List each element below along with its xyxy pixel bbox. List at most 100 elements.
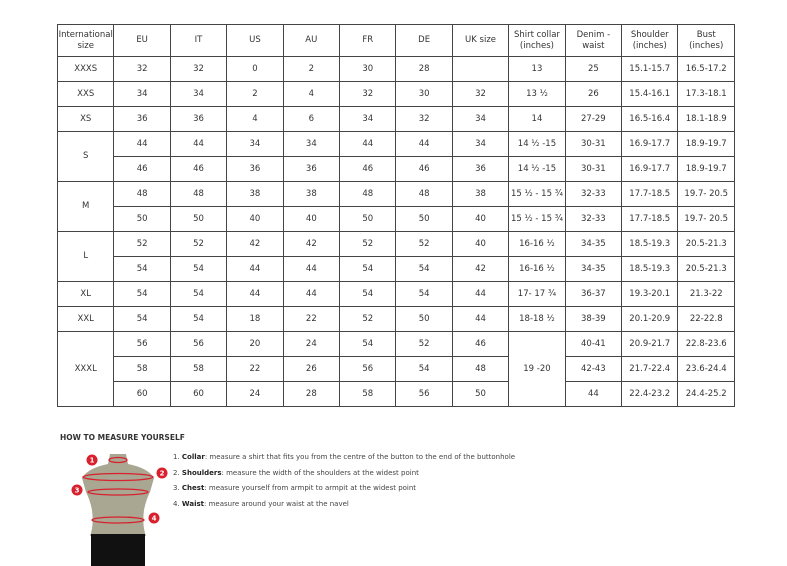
table-cell: 52 xyxy=(339,306,397,332)
table-cell: 42 xyxy=(451,256,510,282)
column-header: Shoulder (inches) xyxy=(621,24,679,57)
table-cell: 54 xyxy=(169,281,228,307)
table-cell xyxy=(451,56,510,82)
table-cell: 4 xyxy=(282,81,341,107)
table-cell: 38 xyxy=(451,181,510,207)
table-cell: 22.8-23.6 xyxy=(677,331,735,357)
table-row: 58 58 22 26 56 54 48 42-43 21.7-22.4 23.6-24.4 xyxy=(58,356,735,382)
table-cell: 54 xyxy=(339,256,397,282)
international-size-cell: XS xyxy=(56,106,115,132)
table-cell: 50 xyxy=(395,306,453,332)
table-cell: 36 xyxy=(226,156,284,182)
table-cell: 16.9-17.7 xyxy=(621,156,679,182)
table-cell: 2 xyxy=(226,81,284,107)
table-cell: 16.5-16.4 xyxy=(621,106,679,132)
table-row: XXXS 32 32 0 2 30 28 13 25 15.1-15.7 16.5-17.2 xyxy=(56,56,735,82)
column-header: International size xyxy=(56,24,115,57)
table-cell: 58 xyxy=(169,356,228,382)
table-cell: 38 xyxy=(282,181,341,207)
table-cell: 54 xyxy=(395,281,453,307)
table-cell: 48 xyxy=(339,181,397,207)
step-shoulders: 2. Shoulders: measure the width of the s… xyxy=(173,468,419,477)
table-cell: 21.3-22 xyxy=(677,281,735,307)
table-cell: 14 xyxy=(508,106,566,132)
marker-4: 4 xyxy=(152,515,157,523)
column-header: Shirt collar (inches) xyxy=(508,24,566,57)
marker-1: 1 xyxy=(90,457,95,465)
international-size-cell: XL xyxy=(56,281,115,307)
table-cell: 20 xyxy=(226,331,284,357)
international-size-cell: M xyxy=(56,181,115,232)
table-cell: 36 xyxy=(282,156,341,182)
table-cell: 54 xyxy=(169,306,228,332)
table-cell: 24 xyxy=(226,381,284,407)
table-cell: 50 xyxy=(113,206,171,232)
table-cell: 44 xyxy=(226,256,284,282)
table-cell: 52 xyxy=(395,331,453,357)
table-cell: 22 xyxy=(226,356,284,382)
table-cell: 36-37 xyxy=(564,281,623,307)
column-header: EU xyxy=(113,24,171,57)
table-cell: 44 xyxy=(282,256,341,282)
table-cell: 40 xyxy=(226,206,284,232)
table-cell: 54 xyxy=(339,281,397,307)
table-cell: 15.4-16.1 xyxy=(621,81,679,107)
table-cell: 17.3-18.1 xyxy=(677,81,735,107)
table-cell: 48 xyxy=(169,181,228,207)
table-cell: 20.5-21.3 xyxy=(677,231,735,257)
column-header: DE xyxy=(395,24,453,57)
table-cell: 40 xyxy=(282,206,341,232)
table-cell: 46 xyxy=(339,156,397,182)
table-cell: 18-18 ½ xyxy=(508,306,566,332)
table-cell: 16.9-17.7 xyxy=(621,131,679,157)
international-size-cell: XXXL xyxy=(56,331,115,407)
table-cell: 48 xyxy=(113,181,171,207)
table-cell: 54 xyxy=(169,256,228,282)
column-header: Denim - waist xyxy=(564,24,623,57)
table-cell: 48 xyxy=(395,181,453,207)
table-cell: 15 ½ - 15 ¾ xyxy=(508,181,566,207)
measure-steps-list: 1. Collar: measure a shirt that fits you… xyxy=(173,450,515,512)
table-cell: 42-43 xyxy=(564,356,623,382)
table-cell: 18.9-19.7 xyxy=(677,156,735,182)
table-cell: 34 xyxy=(339,106,397,132)
table-cell: 18.9-19.7 xyxy=(677,131,735,157)
table-cell: 32 xyxy=(113,56,171,82)
table-row: 60 60 24 28 58 56 50 44 22.4-23.2 24.4-25.2 xyxy=(58,381,735,407)
table-cell: 54 xyxy=(113,306,171,332)
table-cell: 28 xyxy=(395,56,453,82)
table-row: XS 36 36 4 6 34 32 34 14 27-29 16.5-16.4 18.1-18.9 xyxy=(56,106,735,132)
table-cell: 17- 17 ¾ xyxy=(508,281,566,307)
table-cell: 15 ½ - 15 ¾ xyxy=(508,206,566,232)
collar-merged-cell: 19 -20 xyxy=(508,331,566,407)
international-size-cell: XXS xyxy=(56,81,115,107)
table-cell: 34 xyxy=(282,131,341,157)
column-header: Bust (inches) xyxy=(677,24,735,57)
table-cell: 44 xyxy=(339,131,397,157)
table-cell: 34-35 xyxy=(564,256,623,282)
table-cell: 56 xyxy=(395,381,453,407)
table-cell: 13 xyxy=(508,56,566,82)
shorts-shape xyxy=(91,534,145,566)
table-row: XL 54 54 44 44 54 54 44 17- 17 ¾ 36-37 19.3-20.1 21… xyxy=(56,281,735,307)
table-cell: 52 xyxy=(339,231,397,257)
table-cell: 36 xyxy=(169,106,228,132)
table-cell: 60 xyxy=(113,381,171,407)
table-row: XXXL 56 56 20 24 54 52 46 19 -20 40-41 20.9-21.7 22… xyxy=(56,331,735,407)
international-size-cell: L xyxy=(56,231,115,282)
table-cell: 13 ½ xyxy=(508,81,566,107)
table-cell: 27-29 xyxy=(564,106,623,132)
table-cell: 28 xyxy=(282,381,341,407)
table-cell: 32 xyxy=(339,81,397,107)
table-cell: 44 xyxy=(226,281,284,307)
table-cell: 56 xyxy=(169,331,228,357)
table-cell: 18 xyxy=(226,306,284,332)
table-cell: 30-31 xyxy=(564,156,623,182)
table-cell: 54 xyxy=(113,281,171,307)
table-cell: 26 xyxy=(282,356,341,382)
table-cell: 48 xyxy=(451,356,510,382)
table-cell: 42 xyxy=(226,231,284,257)
table-cell: 34 xyxy=(451,106,510,132)
table-cell: 4 xyxy=(226,106,284,132)
international-size-cell: S xyxy=(56,131,115,182)
